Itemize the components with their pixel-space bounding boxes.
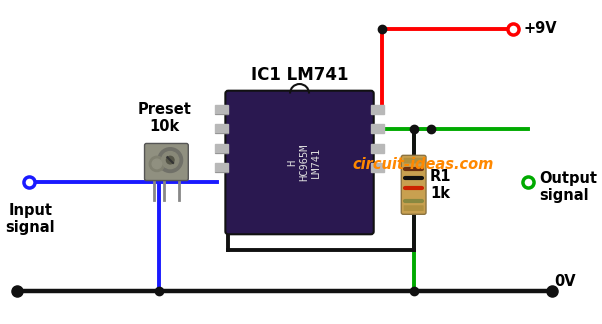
Bar	[215, 124, 228, 133]
Circle shape	[152, 159, 162, 169]
FancyBboxPatch shape	[402, 155, 426, 214]
Text: Preset
10k: Preset 10k	[138, 101, 191, 134]
Circle shape	[158, 148, 182, 172]
Text: IC1 LM741: IC1 LM741	[251, 66, 349, 84]
FancyBboxPatch shape	[404, 158, 424, 163]
Bar	[371, 163, 384, 172]
Circle shape	[162, 152, 179, 169]
Bar	[371, 124, 384, 133]
Text: Output
signal: Output signal	[539, 170, 597, 203]
FancyBboxPatch shape	[144, 144, 188, 180]
Text: +9V: +9V	[523, 21, 557, 36]
Circle shape	[149, 156, 164, 171]
Text: Input
signal: Input signal	[5, 203, 55, 235]
Bar	[215, 163, 228, 172]
Text: 0V: 0V	[554, 274, 576, 289]
Text: H
HC965M
LM741: H HC965M LM741	[288, 144, 321, 181]
Text: circuit-ideas.com: circuit-ideas.com	[353, 157, 494, 172]
Bar	[371, 144, 384, 154]
Bar	[371, 105, 384, 114]
Bar	[215, 144, 228, 154]
Bar	[215, 105, 228, 114]
Text: R1
1k: R1 1k	[430, 168, 452, 201]
FancyBboxPatch shape	[404, 205, 424, 211]
Circle shape	[166, 156, 174, 164]
FancyBboxPatch shape	[225, 91, 374, 234]
